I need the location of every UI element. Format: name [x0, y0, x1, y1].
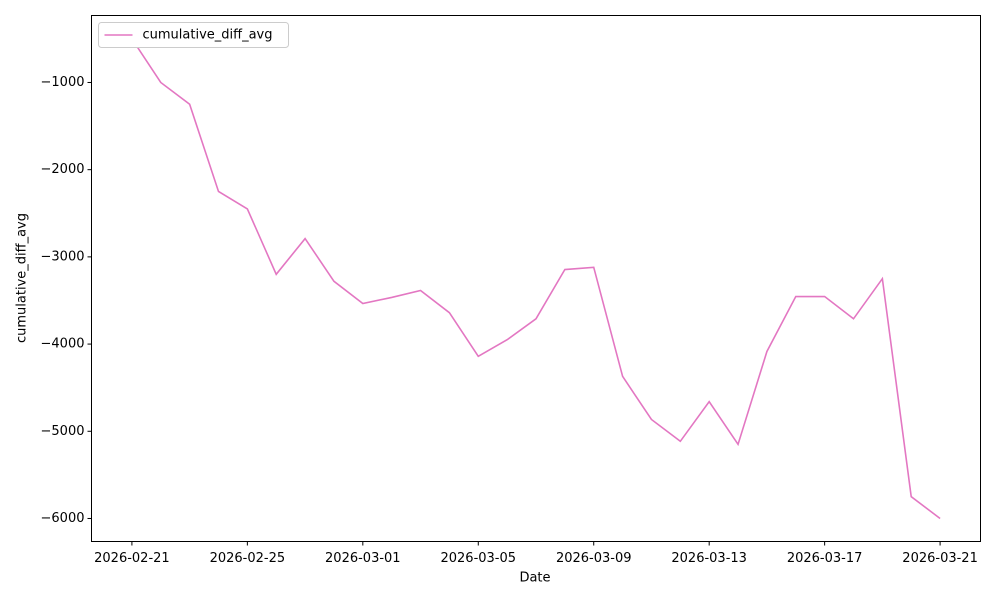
- legend-label: cumulative_diff_avg: [143, 28, 273, 43]
- x-tick-label: 2026-03-09: [556, 551, 632, 566]
- x-tick-label: 2026-03-05: [440, 551, 516, 566]
- legend-box: [98, 22, 289, 48]
- y-axis-label: cumulative_diff_avg: [15, 213, 30, 343]
- x-tick-label: 2026-02-25: [210, 551, 286, 566]
- y-tick-label: −1000: [41, 75, 85, 90]
- axes-frame: [91, 15, 981, 542]
- x-tick-label: 2026-03-21: [902, 551, 978, 566]
- y-tick-label: −4000: [41, 337, 85, 352]
- y-tick-label: −3000: [41, 249, 85, 264]
- x-tick-label: 2026-03-17: [787, 551, 863, 566]
- y-tick-label: −2000: [41, 162, 85, 177]
- line: [131, 38, 941, 520]
- x-tick-label: 2026-03-13: [671, 551, 747, 566]
- x-tick-label: 2026-03-01: [325, 551, 401, 566]
- x-tick-label: 2026-02-21: [94, 551, 170, 566]
- x-axis-label: Date: [519, 571, 550, 586]
- y-tick-label: −5000: [41, 424, 85, 439]
- y-tick-label: −6000: [41, 511, 85, 526]
